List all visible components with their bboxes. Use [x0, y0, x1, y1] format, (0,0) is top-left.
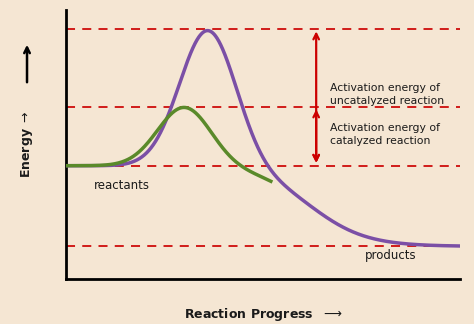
Text: reactants: reactants	[94, 179, 150, 192]
Text: Activation energy of
catalyzed reaction: Activation energy of catalyzed reaction	[330, 123, 440, 146]
Text: Activation energy of
uncatalyzed reaction: Activation energy of uncatalyzed reactio…	[330, 83, 444, 106]
Text: Energy $\rightarrow$: Energy $\rightarrow$	[19, 110, 35, 178]
Text: Reaction Progress  $\longrightarrow$: Reaction Progress $\longrightarrow$	[183, 306, 343, 322]
Text: products: products	[365, 249, 417, 262]
